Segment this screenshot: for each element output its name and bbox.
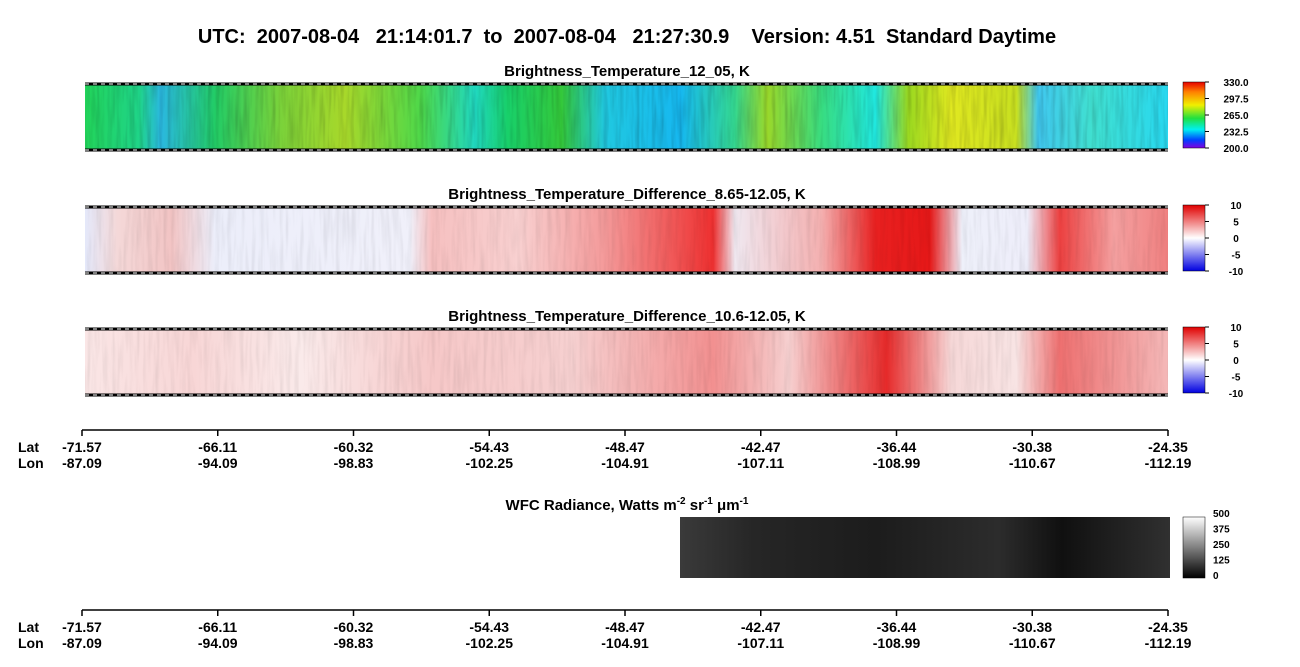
lon-value: -94.09 [198, 635, 238, 651]
wfc-title: WFC Radiance, Watts m-2 sr-1 μm-1 [506, 496, 749, 514]
lon-value: -112.19 [1145, 635, 1192, 651]
lon-label: Lon [18, 635, 44, 651]
lon-label: Lon [18, 455, 44, 471]
lon-value: -98.83 [334, 635, 374, 651]
lon-value: -87.09 [62, 635, 102, 651]
colorbar-label: 330.0 [1223, 78, 1248, 89]
lon-value: -110.67 [1009, 635, 1056, 651]
lat-label: Lat [18, 439, 39, 455]
lon-value: -104.91 [601, 455, 649, 471]
colorbar-label: 0 [1233, 234, 1239, 245]
title-part: μm [713, 497, 740, 514]
lat-value: -60.32 [334, 439, 374, 455]
lat-value: -60.32 [334, 619, 374, 635]
colorbar-label: 5 [1233, 340, 1239, 351]
colorbar-label: 125 [1213, 556, 1230, 567]
lat-value: -30.38 [1012, 619, 1052, 635]
lat-value: -24.35 [1148, 619, 1188, 635]
lat-value: -71.57 [62, 619, 102, 635]
lat-value: -48.47 [605, 619, 645, 635]
colorbar-label: 10 [1230, 323, 1242, 334]
wfc-texture [680, 517, 1170, 578]
colorbar-label: 5 [1233, 218, 1239, 229]
colorbar-label: 297.5 [1223, 95, 1248, 106]
superscript: -2 [677, 496, 686, 507]
image-texture [85, 84, 1168, 150]
lat-value: -71.57 [62, 439, 102, 455]
lon-value: -110.67 [1009, 455, 1056, 471]
colorbar-label: 375 [1213, 525, 1230, 536]
lon-value: -104.91 [601, 635, 649, 651]
lat-value: -48.47 [605, 439, 645, 455]
lon-value: -102.25 [466, 455, 514, 471]
lat-value: -42.47 [741, 619, 781, 635]
colorbar-label: -5 [1232, 373, 1241, 384]
superscript: -1 [704, 496, 713, 507]
lat-value: -30.38 [1012, 439, 1052, 455]
lat-label: Lat [18, 619, 39, 635]
colorbar-label: 500 [1213, 509, 1230, 520]
colorbar-label: 232.5 [1223, 128, 1248, 139]
lat-value: -54.43 [469, 619, 509, 635]
image-texture [85, 207, 1168, 273]
colorbar-label: 265.0 [1223, 111, 1248, 122]
colorbar-label: 0 [1213, 571, 1219, 582]
colorbar [1182, 326, 1206, 394]
title: UTC: 2007-08-04 21:14:01.7 to 2007-08-04… [198, 26, 1056, 48]
lon-value: -112.19 [1145, 455, 1192, 471]
lon-value: -94.09 [198, 455, 238, 471]
colorbar-label: 200.0 [1223, 144, 1248, 155]
title-part: WFC Radiance, Watts m [506, 497, 677, 514]
panel-title: Brightness_Temperature_Difference_10.6-1… [448, 308, 806, 325]
colorbar [1182, 81, 1206, 149]
lat-value: -36.44 [877, 619, 917, 635]
lat-value: -66.11 [198, 619, 237, 635]
colorbar-label: -10 [1229, 389, 1244, 400]
lat-value: -66.11 [198, 439, 237, 455]
lon-value: -108.99 [873, 635, 921, 651]
lon-value: -107.11 [737, 635, 784, 651]
image-texture [85, 329, 1168, 395]
lat-value: -24.35 [1148, 439, 1188, 455]
colorbar-label: 250 [1213, 540, 1230, 551]
superscript: -1 [740, 496, 749, 507]
colorbar-label: 10 [1230, 201, 1242, 212]
content: UTC: 2007-08-04 21:14:01.7 to 2007-08-04… [18, 26, 1249, 651]
lat-value: -42.47 [741, 439, 781, 455]
lat-value: -54.43 [469, 439, 509, 455]
title-part: sr [686, 497, 705, 514]
colorbar [1182, 516, 1206, 579]
lon-value: -102.25 [466, 635, 514, 651]
lon-value: -87.09 [62, 455, 102, 471]
colorbar-label: 0 [1233, 356, 1239, 367]
lon-value: -108.99 [873, 455, 921, 471]
lat-value: -36.44 [877, 439, 917, 455]
lon-value: -98.83 [334, 455, 374, 471]
panel-title: Brightness_Temperature_Difference_8.65-1… [448, 186, 806, 203]
colorbar [1182, 204, 1206, 272]
lon-value: -107.11 [737, 455, 784, 471]
panel-title: Brightness_Temperature_12_05, K [504, 63, 750, 80]
colorbar-label: -5 [1232, 251, 1241, 262]
colorbar-label: -10 [1229, 267, 1244, 278]
